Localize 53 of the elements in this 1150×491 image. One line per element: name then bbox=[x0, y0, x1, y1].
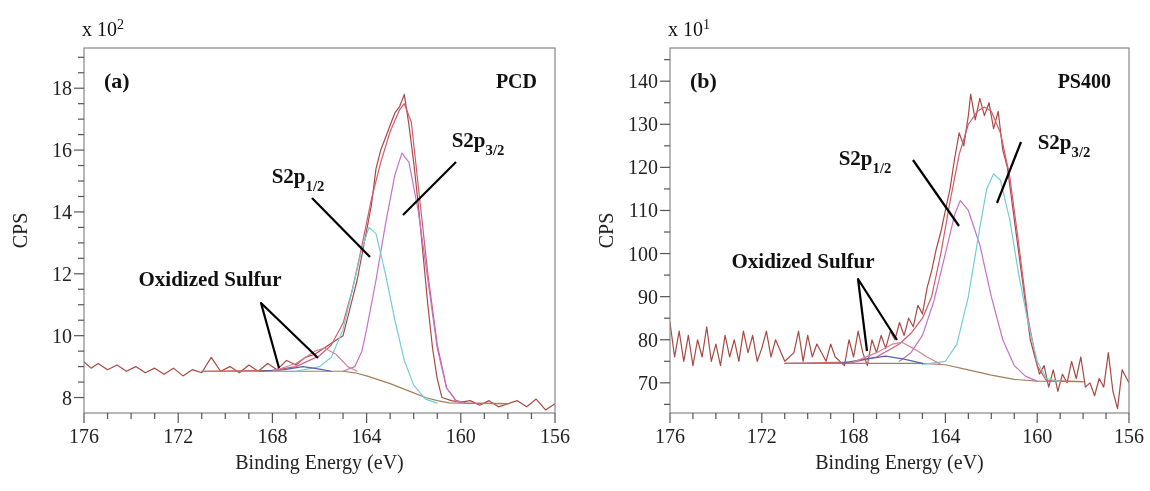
line-series bbox=[784, 362, 1084, 383]
x-tick-label: 176 bbox=[69, 425, 99, 447]
y-tick-label: 10 bbox=[52, 324, 72, 347]
y-axis-title: CPS bbox=[9, 212, 31, 249]
y-tick-label: 80 bbox=[638, 328, 658, 351]
annotation: PS400 bbox=[1057, 70, 1111, 92]
x-axis-title: Binding Energy (eV) bbox=[815, 451, 984, 474]
y-tick-label: 140 bbox=[628, 70, 658, 93]
line-series bbox=[841, 355, 924, 365]
y-tick-label: 18 bbox=[52, 77, 72, 100]
annotation: S2p$_{1/2}$ bbox=[838, 146, 892, 176]
line-series bbox=[295, 226, 438, 404]
x-tick-label: 176 bbox=[655, 425, 685, 447]
line-series bbox=[921, 173, 1061, 383]
annotation: S2p$_{1/2}$ bbox=[271, 164, 325, 194]
y-tick-label: 14 bbox=[52, 200, 72, 223]
y-axis-title: CPS bbox=[595, 212, 617, 249]
x-tick-label: 172 bbox=[163, 425, 194, 447]
x-tick-label: 168 bbox=[838, 425, 869, 447]
y-tick-label: 110 bbox=[628, 199, 658, 222]
x-tick-label: 172 bbox=[746, 425, 777, 447]
y-tick-label: 100 bbox=[628, 242, 658, 265]
annotation: (b) bbox=[690, 68, 717, 93]
x-tick-label: 164 bbox=[930, 425, 961, 447]
x-tick-label: 164 bbox=[351, 425, 382, 447]
y-tick-label: 90 bbox=[638, 285, 658, 308]
y-tick-label: 70 bbox=[638, 371, 658, 394]
text: x 10$^{2}$ bbox=[82, 16, 124, 40]
line-series bbox=[201, 370, 509, 405]
annotation: S2p$_{3/2}$ bbox=[1037, 130, 1091, 160]
line-series bbox=[670, 93, 1129, 410]
y-tick-label: 12 bbox=[52, 262, 72, 285]
annotation: Oxidized Sulfur bbox=[731, 249, 875, 273]
annotation: PCD bbox=[495, 70, 537, 92]
y-tick-label: 8 bbox=[62, 386, 72, 409]
x-tick-label: 156 bbox=[540, 425, 570, 447]
x-axis-title: Binding Energy (eV) bbox=[235, 451, 404, 474]
x-tick-label: 168 bbox=[257, 425, 288, 447]
x-tick-label: 160 bbox=[445, 425, 476, 447]
line-series bbox=[898, 199, 1038, 382]
y-tick-label: 130 bbox=[628, 113, 658, 136]
line-series bbox=[342, 152, 467, 404]
line-series bbox=[853, 341, 942, 365]
y-tick-label: 16 bbox=[52, 139, 72, 162]
annotation: S2p$_{3/2}$ bbox=[451, 128, 505, 158]
annotation: Oxidized Sulfur bbox=[138, 267, 282, 291]
x-tick-label: 160 bbox=[1022, 425, 1053, 447]
x-tick-label: 156 bbox=[1114, 425, 1144, 447]
line-series bbox=[271, 347, 358, 372]
y-tick-label: 120 bbox=[628, 156, 658, 179]
text: x 10$^{1}$ bbox=[668, 16, 710, 40]
annotation: (a) bbox=[104, 68, 130, 93]
line-series bbox=[84, 93, 555, 411]
